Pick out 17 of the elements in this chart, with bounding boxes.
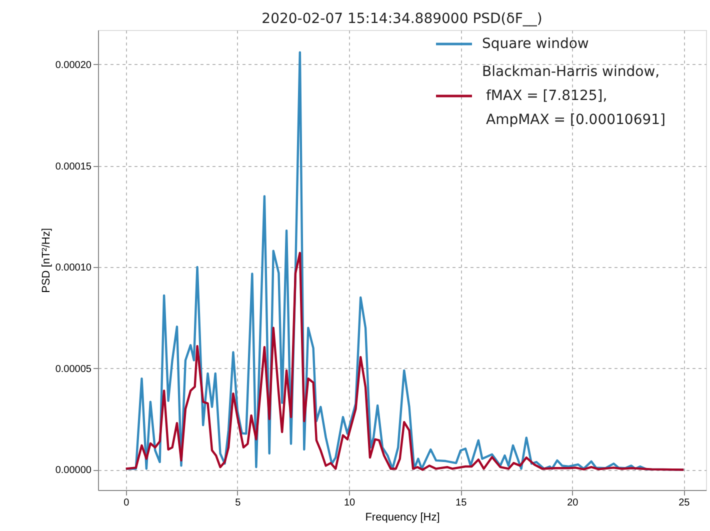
x-tick-label: 5 bbox=[235, 498, 242, 508]
x-tick-label: 20 bbox=[567, 498, 579, 508]
legend-label: Blackman-Harris window, fMAX = [7.8125], AmpMAX = [0.00010691] bbox=[482, 64, 666, 128]
x-axis-title: Frequency [Hz] bbox=[365, 512, 440, 524]
y-tick-label: 0.00015 bbox=[55, 161, 92, 172]
y-tick-label: 0.00010 bbox=[55, 262, 92, 274]
x-tick-label: 10 bbox=[344, 498, 356, 508]
chart-title: 2020-02-07 15:14:34.889000 PSD(δF__) bbox=[262, 11, 542, 27]
x-tick-label: 15 bbox=[456, 498, 468, 508]
y-tick-label: 0.00020 bbox=[55, 60, 92, 71]
x-tick-label: 0 bbox=[124, 498, 130, 508]
line-series bbox=[124, 252, 685, 471]
y-axis-title: PSD [nT²/Hz] bbox=[40, 228, 52, 293]
y-tick-label: 0.00000 bbox=[55, 465, 92, 476]
y-tick-label: 0.00005 bbox=[55, 364, 92, 375]
x-tick-label: 25 bbox=[678, 498, 690, 508]
legend-label: Square window bbox=[482, 36, 589, 52]
